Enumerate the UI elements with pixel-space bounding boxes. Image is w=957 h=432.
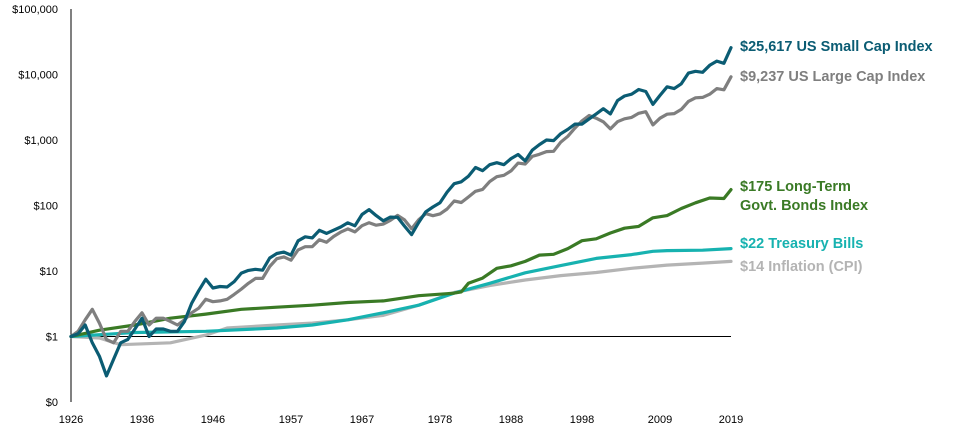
x-tick-label: 1967	[350, 414, 374, 426]
series-line-tbills	[69, 247, 733, 339]
x-tick-label: 1946	[201, 414, 225, 426]
series-label-small-cap: $25,617 US Small Cap Index	[740, 39, 933, 55]
series-line-small-cap	[69, 46, 733, 378]
y-tick-label: $10,000	[18, 70, 58, 82]
series-line-bonds	[69, 188, 733, 339]
x-tick-label: 1988	[499, 414, 523, 426]
series-label-bonds: Govt. Bonds Index	[740, 198, 868, 214]
series-label-bonds: $175 Long-Term	[740, 179, 851, 195]
y-tick-label: $1	[46, 332, 58, 344]
x-tick-label: 1926	[59, 414, 83, 426]
series-labels: $25,617 US Small Cap Index $9,237 US Larg…	[740, 39, 933, 275]
series-lines	[69, 46, 733, 378]
series-label-cpi: $14 Inflation (CPI)	[740, 259, 863, 275]
series-line-large-cap	[69, 75, 733, 345]
series-label-tbills: $22 Treasury Bills	[740, 236, 863, 252]
x-tick-label: 1978	[428, 414, 452, 426]
x-tick-label: 1957	[279, 414, 303, 426]
x-tick-label: 2019	[719, 414, 743, 426]
x-tick-label: 1936	[130, 414, 154, 426]
y-tick-label: $1,000	[24, 135, 58, 147]
y-tick-label: $100,000	[12, 4, 58, 16]
series-label-large-cap: $9,237 US Large Cap Index	[740, 69, 925, 85]
y-tick-label: $100	[34, 201, 58, 213]
y-tick-label: $0	[46, 397, 58, 409]
x-tick-label: 2009	[648, 414, 672, 426]
x-tick-label: 1998	[570, 414, 594, 426]
y-tick-label: $10	[40, 266, 58, 278]
axes: $0 $1 $10 $100 $1,000 $10,000 $100,000 1926 1936…	[12, 4, 743, 426]
